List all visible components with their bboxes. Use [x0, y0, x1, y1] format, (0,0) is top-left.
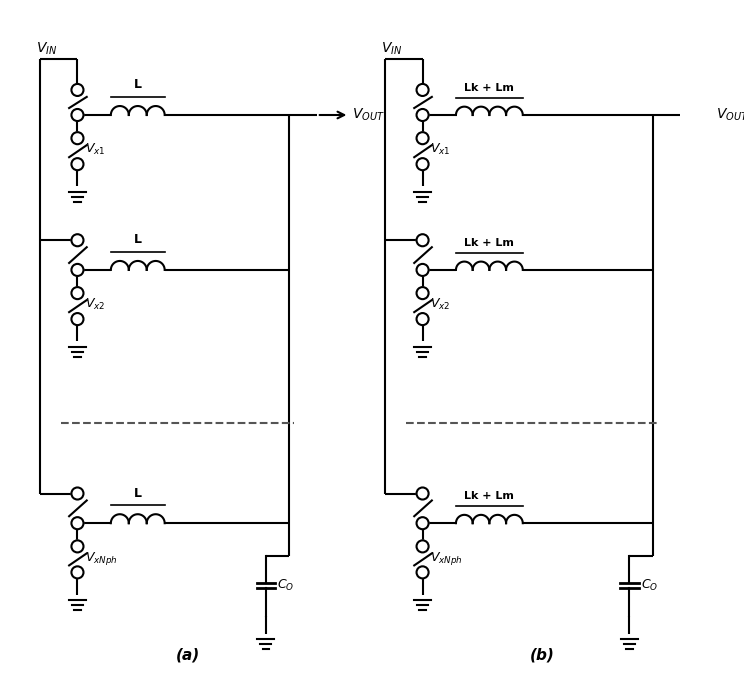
- Text: $V_{IN}$: $V_{IN}$: [36, 40, 57, 57]
- Text: $C_O$: $C_O$: [641, 579, 658, 593]
- Text: (b): (b): [530, 647, 555, 662]
- Text: L: L: [134, 233, 142, 246]
- Text: $C_O$: $C_O$: [277, 579, 294, 593]
- Text: L: L: [134, 78, 142, 91]
- Circle shape: [417, 287, 429, 299]
- Circle shape: [417, 234, 429, 246]
- Text: $V_{x2}$: $V_{x2}$: [85, 297, 105, 312]
- Circle shape: [71, 487, 83, 500]
- Text: Lk + Lm: Lk + Lm: [464, 491, 514, 501]
- Circle shape: [71, 158, 83, 170]
- Circle shape: [417, 132, 429, 144]
- Text: (a): (a): [176, 647, 200, 662]
- Text: $V_{xNph}$: $V_{xNph}$: [430, 550, 463, 567]
- Circle shape: [417, 84, 429, 96]
- Circle shape: [71, 566, 83, 579]
- Text: $V_{OUT}$: $V_{OUT}$: [352, 107, 385, 123]
- Text: Lk + Lm: Lk + Lm: [464, 237, 514, 248]
- Circle shape: [71, 132, 83, 144]
- Text: $V_{xNph}$: $V_{xNph}$: [85, 550, 118, 567]
- Text: Lk + Lm: Lk + Lm: [464, 83, 514, 93]
- Circle shape: [71, 517, 83, 529]
- Text: $V_{x1}$: $V_{x1}$: [85, 142, 106, 157]
- Circle shape: [417, 540, 429, 552]
- Text: $V_{IN}$: $V_{IN}$: [381, 40, 403, 57]
- Text: L: L: [134, 486, 142, 500]
- Circle shape: [417, 487, 429, 500]
- Circle shape: [71, 313, 83, 325]
- Text: $V_{OUT}$: $V_{OUT}$: [716, 107, 744, 123]
- Circle shape: [71, 109, 83, 121]
- Circle shape: [417, 158, 429, 170]
- Text: $V_{x2}$: $V_{x2}$: [430, 297, 450, 312]
- Circle shape: [417, 264, 429, 276]
- Circle shape: [71, 287, 83, 299]
- Circle shape: [71, 84, 83, 96]
- Circle shape: [417, 566, 429, 579]
- Circle shape: [417, 109, 429, 121]
- Circle shape: [71, 540, 83, 552]
- Text: $V_{x1}$: $V_{x1}$: [430, 142, 450, 157]
- Circle shape: [71, 234, 83, 246]
- Circle shape: [417, 517, 429, 529]
- Circle shape: [417, 313, 429, 325]
- Circle shape: [71, 264, 83, 276]
